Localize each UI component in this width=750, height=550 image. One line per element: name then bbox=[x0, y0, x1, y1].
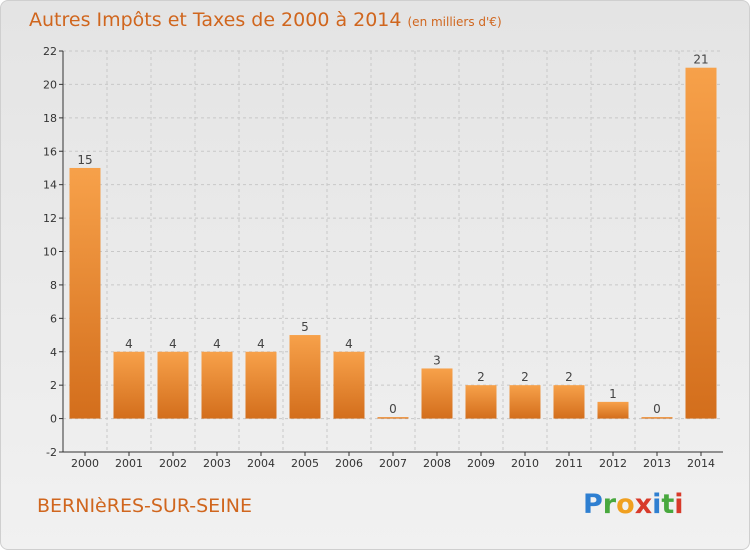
y-tick-label: 20 bbox=[43, 78, 57, 91]
value-label-2003: 4 bbox=[213, 337, 221, 351]
bar-2011 bbox=[553, 385, 585, 419]
bar-2007 bbox=[377, 417, 409, 419]
value-label-2000: 15 bbox=[77, 153, 92, 167]
bar-2014 bbox=[685, 67, 717, 419]
labels: -202468101214161820221520004200142002420… bbox=[43, 45, 715, 470]
x-tick-label-2002: 2002 bbox=[159, 457, 187, 470]
x-tick-label-2006: 2006 bbox=[335, 457, 363, 470]
logo-letter: i bbox=[652, 489, 662, 520]
value-label-2005: 5 bbox=[301, 320, 309, 334]
logo-letter: P bbox=[583, 489, 603, 520]
value-label-2013: 0 bbox=[653, 402, 661, 416]
x-tick-label-2007: 2007 bbox=[379, 457, 407, 470]
value-label-2008: 3 bbox=[433, 353, 441, 367]
y-tick-label: 2 bbox=[50, 379, 57, 392]
x-tick-label-2010: 2010 bbox=[511, 457, 539, 470]
proxiti-logo: Proxiti bbox=[583, 489, 684, 520]
value-label-2012: 1 bbox=[609, 387, 617, 401]
y-tick-label: 10 bbox=[43, 246, 57, 259]
x-tick-label-2014: 2014 bbox=[687, 457, 715, 470]
x-tick-label-2001: 2001 bbox=[115, 457, 143, 470]
value-label-2004: 4 bbox=[257, 337, 265, 351]
bar-2003 bbox=[201, 351, 233, 419]
axes bbox=[59, 50, 723, 456]
x-tick-label-2009: 2009 bbox=[467, 457, 495, 470]
bar-2010 bbox=[509, 385, 541, 419]
chart-title-main: Autres Impôts et Taxes de 2000 à 2014 bbox=[29, 9, 402, 31]
logo-letter: t bbox=[661, 489, 675, 520]
value-label-2010: 2 bbox=[521, 370, 529, 384]
y-tick-label: 16 bbox=[43, 145, 57, 158]
bar-2001 bbox=[113, 351, 145, 419]
value-label-2002: 4 bbox=[169, 337, 177, 351]
bar-2009 bbox=[465, 385, 497, 419]
bar-2013 bbox=[641, 417, 673, 419]
logo-letter: o bbox=[616, 489, 635, 520]
x-tick-label-2003: 2003 bbox=[203, 457, 231, 470]
x-tick-label-2013: 2013 bbox=[643, 457, 671, 470]
logo-letter: i bbox=[674, 489, 684, 520]
bar-2012 bbox=[597, 401, 629, 419]
y-tick-label: 12 bbox=[43, 212, 57, 225]
y-tick-label: -2 bbox=[46, 446, 57, 459]
value-label-2011: 2 bbox=[565, 370, 573, 384]
x-tick-label-2012: 2012 bbox=[599, 457, 627, 470]
logo-letter: x bbox=[634, 489, 653, 520]
bars bbox=[69, 67, 717, 419]
chart-title-unit: (en milliers d'€) bbox=[407, 15, 502, 29]
bar-2008 bbox=[421, 368, 453, 419]
bar-2004 bbox=[245, 351, 277, 419]
commune-name: BERNIèRES-SUR-SEINE bbox=[37, 495, 253, 517]
x-tick-label-2000: 2000 bbox=[71, 457, 99, 470]
value-label-2009: 2 bbox=[477, 370, 485, 384]
value-label-2006: 4 bbox=[345, 337, 353, 351]
logo-letter: r bbox=[602, 489, 617, 520]
x-tick-label-2005: 2005 bbox=[291, 457, 319, 470]
bar-2000 bbox=[69, 167, 101, 419]
value-label-2001: 4 bbox=[125, 337, 133, 351]
y-tick-label: 8 bbox=[50, 279, 57, 292]
x-tick-label-2011: 2011 bbox=[555, 457, 583, 470]
value-label-2007: 0 bbox=[389, 402, 397, 416]
y-tick-label: 22 bbox=[43, 45, 57, 58]
value-label-2014: 21 bbox=[693, 53, 708, 67]
y-tick-label: 6 bbox=[50, 312, 57, 325]
y-tick-label: 4 bbox=[50, 346, 57, 359]
bar-2005 bbox=[289, 335, 321, 419]
chart-title: Autres Impôts et Taxes de 2000 à 2014 (en… bbox=[29, 9, 502, 31]
bar-2002 bbox=[157, 351, 189, 419]
bar-2006 bbox=[333, 351, 365, 419]
x-tick-label-2004: 2004 bbox=[247, 457, 275, 470]
y-tick-label: 18 bbox=[43, 112, 57, 125]
y-tick-label: 14 bbox=[43, 179, 57, 192]
x-tick-label-2008: 2008 bbox=[423, 457, 451, 470]
y-tick-label: 0 bbox=[50, 413, 57, 426]
